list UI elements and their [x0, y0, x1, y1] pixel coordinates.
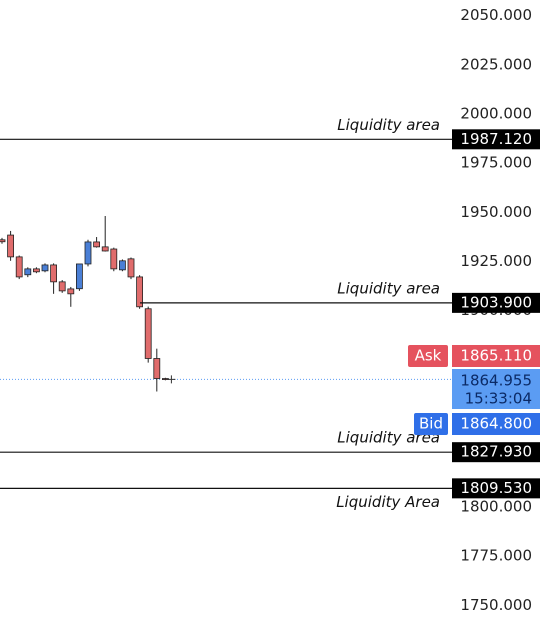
y-tick-label: 2025.000	[460, 55, 532, 73]
candle-body	[93, 241, 100, 248]
candle-body	[15, 256, 23, 278]
candle-body	[144, 308, 152, 359]
level-price-label: 1809.530	[460, 479, 532, 497]
ask-price-label: 1865.110	[460, 347, 532, 365]
countdown-label: 15:33:04	[465, 390, 532, 408]
y-tick-label: 1800.000	[460, 498, 532, 516]
level-annotation: Liquidity area	[337, 279, 440, 297]
level-annotation: Liquidity Area	[336, 493, 440, 511]
candle-body	[41, 264, 49, 272]
candle-body	[67, 288, 75, 295]
cursor-cross	[167, 375, 176, 384]
candle-body	[119, 260, 126, 271]
level-price-box	[452, 129, 540, 150]
candle-body	[0, 239, 6, 243]
ask-tag	[408, 345, 448, 367]
candle-body	[58, 281, 66, 292]
bid-price-label: 1864.800	[460, 415, 532, 433]
last-price-label: 1864.955	[460, 372, 532, 390]
level-price-box	[452, 292, 540, 313]
y-tick-label: 1975.000	[460, 154, 532, 172]
bid-price-box	[452, 413, 540, 435]
level-price-box	[452, 478, 540, 499]
candle-body	[24, 268, 32, 276]
candle-body	[50, 264, 57, 283]
candle-body	[84, 241, 92, 265]
candle-body	[101, 246, 109, 252]
candle-body	[153, 358, 161, 379]
level-annotation: Liquidity area	[337, 116, 440, 134]
candle-body	[136, 276, 144, 308]
level-price-label: 1903.900	[460, 293, 532, 311]
y-tick-label: 1950.000	[460, 203, 532, 221]
candle-body	[110, 248, 118, 270]
y-tick-label: 1925.000	[460, 252, 532, 270]
ask-tag-label: Ask	[415, 347, 442, 365]
ask-price-box	[452, 345, 540, 367]
bid-tag	[414, 413, 448, 435]
level-price-label: 1827.930	[460, 443, 532, 461]
y-tick-label: 2050.000	[460, 6, 532, 24]
last-price-box	[452, 369, 540, 409]
level-price-label: 1987.120	[460, 130, 532, 148]
y-tick-label: 1775.000	[460, 547, 532, 565]
candle-body	[76, 263, 83, 290]
bid-tag-label: Bid	[419, 415, 443, 433]
candle-body	[33, 268, 40, 273]
candle-body	[7, 234, 14, 258]
candle-body	[127, 258, 135, 278]
level-price-box	[452, 442, 540, 463]
y-tick-label: 1750.000	[460, 596, 532, 614]
y-tick-label: 2000.000	[460, 104, 532, 122]
